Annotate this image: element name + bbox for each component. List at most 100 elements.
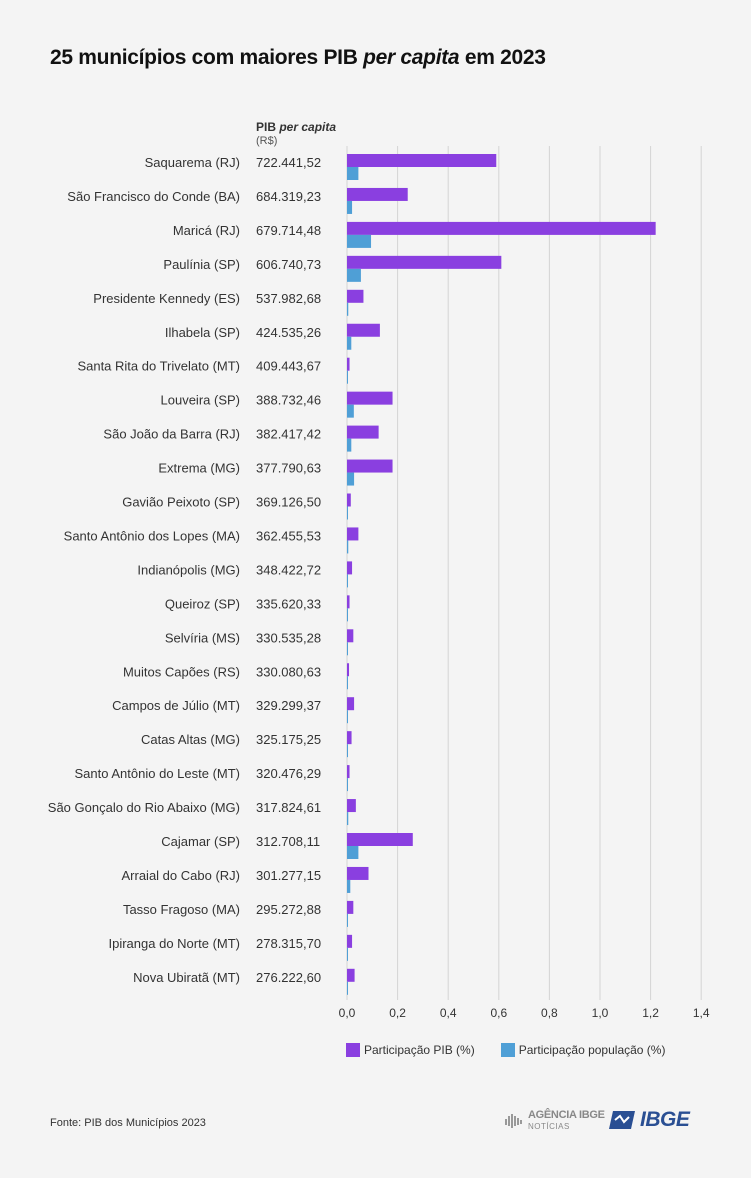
x-tick-label-7: 1,4 (693, 1006, 710, 1020)
category-label-20: Cajamar (SP) (161, 834, 240, 849)
bar-pib-20 (347, 833, 413, 846)
pib-per-capita-value-16: 329.299,37 (256, 698, 321, 713)
bar-populacao-18 (347, 778, 348, 792)
bar-populacao-8 (347, 438, 352, 452)
x-tick-label-2: 0,4 (440, 1006, 457, 1020)
bar-populacao-9 (347, 472, 355, 486)
category-label-9: Extrema (MG) (158, 461, 240, 476)
chart-title-suffix: em 2023 (459, 46, 546, 69)
pib-column-header: PIB per capita (R$) (256, 120, 336, 148)
pib-per-capita-value-22: 295.272,88 (256, 902, 321, 917)
bar-populacao-24 (347, 981, 349, 995)
legend-item-pib: Participação PIB (%) (346, 1043, 475, 1057)
pib-per-capita-value-1: 684.319,23 (256, 189, 321, 204)
pib-per-capita-value-11: 362.455,53 (256, 528, 321, 543)
ibge-logo: IBGE (607, 1108, 690, 1132)
bar-populacao-5 (347, 336, 352, 350)
bar-pib-4 (347, 289, 364, 303)
category-label-2: Maricá (RJ) (173, 223, 240, 238)
pib-per-capita-value-14: 330.535,28 (256, 630, 321, 645)
pib-column-unit: (R$) (256, 135, 278, 147)
bar-pib-1 (347, 187, 408, 201)
pib-per-capita-value-18: 320.476,29 (256, 766, 321, 781)
category-label-11: Santo Antônio dos Lopes (MA) (64, 528, 240, 543)
pib-per-capita-value-3: 606.740,73 (256, 257, 321, 272)
bar-populacao-23 (347, 947, 348, 961)
bar-pib-0 (347, 154, 497, 167)
category-label-8: São João da Barra (RJ) (103, 427, 240, 442)
category-label-23: Ipiranga do Norte (MT) (109, 936, 241, 951)
bar-pib-2 (347, 221, 656, 235)
pib-per-capita-value-2: 679.714,48 (256, 223, 321, 238)
pib-per-capita-value-23: 278.315,70 (256, 936, 321, 951)
bar-populacao-11 (347, 540, 349, 554)
pib-per-capita-value-15: 330.080,63 (256, 664, 321, 679)
source-note: Fonte: PIB dos Municípios 2023 (50, 1117, 206, 1129)
bar-populacao-13 (347, 608, 348, 622)
bar-populacao-7 (347, 404, 354, 418)
bar-populacao-1 (347, 200, 353, 214)
bar-pib-24 (347, 968, 355, 982)
category-label-15: Muitos Capões (RS) (123, 664, 240, 679)
pib-column-label-italic: per capita (279, 120, 337, 134)
bar-pib-15 (347, 663, 350, 677)
bar-chart: 0,0 0,2 0,4 0,6 0,8 1,0 1,2 1,4 Saquarema (RJ) 72… (48, 146, 710, 1020)
x-tick-label-4: 0,8 (541, 1006, 558, 1020)
bar-populacao-6 (347, 370, 348, 384)
pib-per-capita-value-7: 388.732,46 (256, 393, 321, 408)
bar-populacao-4 (347, 302, 349, 316)
pib-per-capita-value-13: 335.620,33 (256, 596, 321, 611)
category-label-19: São Gonçalo do Rio Abaixo (MG) (48, 800, 240, 815)
bar-pib-10 (347, 493, 351, 507)
category-label-22: Tasso Fragoso (MA) (123, 902, 240, 917)
bar-populacao-16 (347, 710, 348, 724)
bar-populacao-17 (347, 744, 348, 758)
ibge-icon (609, 1111, 635, 1129)
bar-pib-12 (347, 561, 353, 575)
bar-pib-5 (347, 323, 380, 337)
legend-item-populacao: Participação população (%) (500, 1043, 665, 1057)
category-label-4: Presidente Kennedy (ES) (93, 291, 240, 306)
x-tick-label-5: 1,0 (592, 1006, 609, 1020)
bar-pib-9 (347, 459, 393, 473)
bar-pib-21 (347, 866, 369, 880)
pib-per-capita-value-10: 369.126,50 (256, 495, 321, 510)
pib-per-capita-value-6: 409.443,67 (256, 359, 321, 374)
category-label-0: Saquarema (RJ) (145, 155, 240, 170)
bar-populacao-2 (347, 234, 372, 248)
category-label-24: Nova Ubiratã (MT) (133, 970, 240, 985)
agencia-title: AGÊNCIA IBGE (528, 1109, 605, 1121)
pib-per-capita-value-9: 377.790,63 (256, 461, 321, 476)
legend-swatch-pib (346, 1043, 360, 1057)
pib-column-label: PIB (256, 120, 280, 134)
agencia-ibge-logo: AGÊNCIA IBGE NOTÍCIAS (504, 1110, 605, 1132)
ibge-wordmark: IBGE (640, 1108, 690, 1131)
bar-pib-16 (347, 697, 355, 711)
category-label-12: Indianópolis (MG) (137, 562, 240, 577)
bar-pib-3 (347, 255, 502, 269)
chart-title-italic: per capita (363, 46, 460, 69)
legend-swatch-populacao (500, 1043, 515, 1057)
pib-per-capita-value-19: 317.824,61 (256, 800, 321, 815)
category-label-10: Gavião Peixoto (SP) (122, 495, 240, 510)
category-label-13: Queiroz (SP) (165, 596, 240, 611)
bar-populacao-15 (347, 676, 348, 690)
agencia-ibge-icon (505, 1114, 522, 1128)
bar-populacao-12 (347, 574, 348, 588)
category-label-7: Louveira (SP) (161, 393, 240, 408)
bar-pib-22 (347, 900, 354, 914)
pib-per-capita-value-17: 325.175,25 (256, 732, 321, 747)
bar-pib-7 (347, 391, 393, 405)
legend-label-pib: Participação PIB (%) (364, 1043, 475, 1057)
bar-populacao-19 (347, 812, 349, 826)
pib-per-capita-value-24: 276.222,60 (256, 970, 321, 985)
pib-per-capita-value-20: 312.708,11 (256, 834, 320, 849)
pib-per-capita-value-12: 348.422,72 (256, 562, 321, 577)
bar-populacao-22 (347, 913, 348, 927)
chart-title: 25 municípios com maiores PIB per capita… (50, 46, 546, 70)
agencia-sub: NOTÍCIAS (528, 1122, 570, 1131)
category-label-16: Campos de Júlio (MT) (112, 698, 240, 713)
chart-legend: Participação PIB (%) Participação popula… (346, 1043, 691, 1057)
category-label-3: Paulínia (SP) (163, 257, 240, 272)
bar-populacao-3 (347, 268, 361, 282)
